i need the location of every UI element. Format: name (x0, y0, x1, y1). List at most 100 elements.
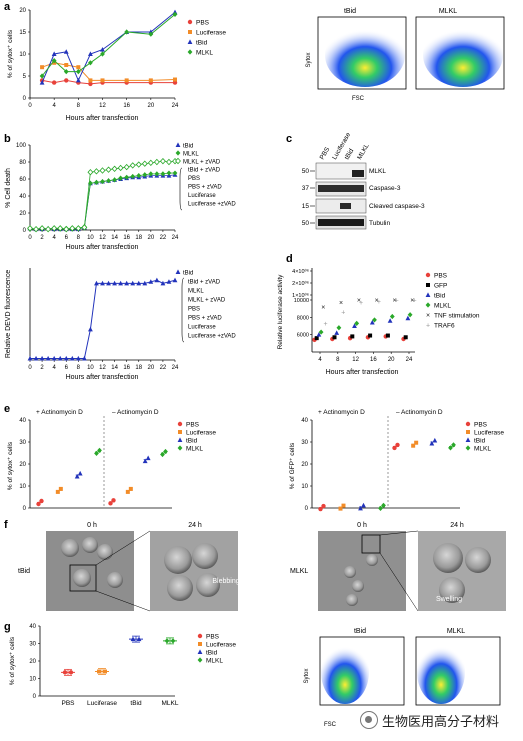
x-tick-label: 18 (135, 235, 142, 241)
y-tick-label: 20 (19, 8, 26, 14)
x-category-label: PBS (61, 700, 75, 707)
panel-a-legend: PBS Luciferase tBid MLKL (187, 20, 226, 57)
data-point (55, 489, 60, 494)
data-point: + (323, 321, 327, 328)
data-point (39, 73, 45, 79)
panel-letter-g: g (4, 621, 11, 633)
legend-marker: + (426, 323, 430, 330)
panel-b-bottom-ylabel: Relative DEVD fluorescence (5, 270, 12, 358)
data-point (36, 501, 41, 507)
data-point (153, 158, 160, 166)
legend-marker (178, 430, 182, 434)
legend-label: Luciferase (188, 193, 216, 199)
legend-label: Luciferase +zVAD (188, 334, 236, 340)
x-tick-label: 22 (160, 365, 167, 371)
data-point (389, 313, 395, 320)
legend-label: Luciferase (206, 642, 236, 649)
data-point (75, 355, 81, 361)
data-point (129, 162, 136, 169)
legend-marker (187, 49, 193, 55)
x-tick-label: 22 (160, 235, 167, 241)
cell (61, 539, 79, 557)
panel-d-series: ×× × × × ×+++ + + + (312, 298, 417, 343)
panel-g-points (61, 635, 177, 676)
x-tick-label: 16 (370, 357, 377, 363)
legend-marker (175, 150, 181, 156)
panel-e-right-ylabel: % of GFP⁺ cells (289, 442, 296, 489)
y-tick-label: 30 (301, 440, 308, 446)
blot-band-caspase3 (318, 185, 364, 192)
flow-a-ylabel: Sytox (306, 52, 312, 67)
legend-label: MLKL (186, 446, 203, 453)
x-tick-label: 10 (87, 365, 94, 371)
panel-e-left-header-minus: – Actinomycin D (112, 409, 159, 416)
legend-marker (425, 292, 431, 297)
blot-band-label: Caspase-3 (369, 185, 401, 192)
x-category-label: Luciferase (87, 700, 117, 707)
data-point: × (410, 298, 414, 305)
x-tick-label: 4 (318, 357, 322, 363)
data-point (142, 280, 148, 286)
data-point (154, 277, 160, 283)
data-point (414, 440, 419, 445)
watermark: 生物医用高分子材料 (360, 709, 520, 731)
y-tick-label: 0 (305, 506, 309, 512)
x-tick-label: 12 (352, 357, 359, 363)
data-point: × (357, 298, 361, 305)
data-point (97, 669, 101, 674)
data-point (354, 320, 360, 326)
data-point (130, 636, 136, 642)
micro-annotation-blebbing: Blebbing (212, 578, 239, 585)
data-point (27, 225, 33, 232)
panel-g-flow: tBid MLKL Sytox FSC (304, 628, 501, 728)
panel-b-top-series (27, 157, 178, 233)
legend-marker (177, 445, 183, 451)
data-point (321, 503, 326, 509)
x-tick-label: 20 (147, 365, 154, 371)
panel-b-bottom-chart: 0 2 4 6 8 10 12 14 16 18 20 22 24 Relative DEVD fluo… (5, 268, 236, 381)
data-point (318, 506, 323, 512)
data-point (63, 69, 69, 75)
legend-label: Luciferase (188, 325, 216, 331)
panel-e-right-yticks: 0 10 20 30 40 (301, 418, 312, 512)
legend-label: PBS (188, 307, 200, 313)
panel-a-chart: 0 5 10 15 20 0 4 8 12 16 20 24 % of sytox⁺ cells H… (7, 8, 226, 122)
panel-e-left-chart: 0 10 20 30 40 + Actinomycin D – Actinomycin … (7, 409, 216, 512)
panel-a-yticks: 0 5 10 15 20 (19, 8, 30, 102)
y-tick-label: 80 (19, 160, 26, 166)
x-tick-label: 10 (87, 235, 94, 241)
data-point (57, 355, 63, 361)
legend-label: tBid (474, 438, 486, 445)
blot-molecular-weights: 50 37 15 50 (302, 168, 315, 227)
blot-mw-label: 50 (302, 220, 310, 227)
data-point (63, 225, 70, 233)
blot-band-labels: MLKL Caspase-3 Cleaved caspase-3 Tubulin (369, 168, 425, 227)
data-point (63, 355, 69, 361)
blot-band-tubulin (318, 219, 364, 226)
data-point (88, 78, 93, 83)
data-point: × (392, 298, 396, 305)
data-point (88, 326, 93, 332)
panel-b-top-xlabel: Hours after transfection (66, 244, 139, 251)
data-point (378, 505, 383, 511)
data-point: × (339, 300, 343, 307)
data-point (368, 333, 373, 338)
legend-marker (187, 39, 193, 44)
legend-marker (175, 142, 181, 147)
data-point (108, 501, 113, 506)
data-point: + (377, 299, 381, 306)
legend-label: tBid (206, 650, 218, 657)
data-point (159, 157, 166, 165)
panel-b-bottom-xlabel: Hours after transfection (66, 374, 139, 381)
panel-b-bottom-series (27, 277, 178, 361)
y-tick-label: 5 (23, 74, 27, 80)
legend-label: MLKL + zVAD (188, 298, 226, 304)
panel-d-chart: 6000 8000 10000 4×10⁰⁶ 2×10⁰⁶ 1×10⁰⁶ 4 8 12 16 20… (277, 268, 480, 376)
blot-mw-label: 37 (302, 185, 310, 192)
panel-b-bottom-xticks: 0 2 4 6 8 10 12 14 16 18 20 22 24 (28, 360, 179, 371)
x-tick-label: 16 (123, 235, 130, 241)
x-tick-label: 2 (40, 235, 44, 241)
flow-a-title-mlkl: MLKL (439, 8, 457, 15)
